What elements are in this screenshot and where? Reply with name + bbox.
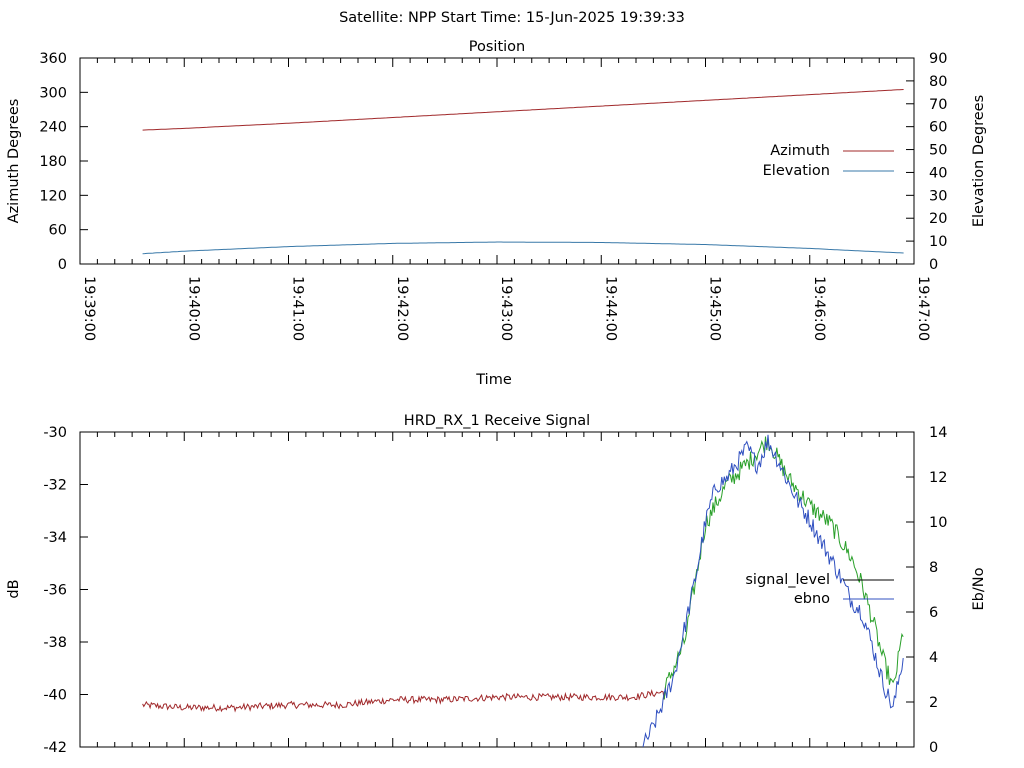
legend-signal-level-label: signal_level: [745, 572, 830, 588]
legend-azimuth-label: Azimuth: [770, 143, 830, 159]
signal-y2tick-label: 12: [929, 470, 947, 486]
position-y2tick-label: 50: [929, 143, 947, 159]
signal-y2tick-label: 10: [929, 515, 947, 531]
position-ytick-label: 360: [39, 51, 67, 67]
position-y2tick-label: 90: [929, 51, 947, 67]
position-ytick-label: 120: [39, 188, 67, 204]
series-elevation-line: [142, 241, 904, 255]
position-y2tick-label: 10: [929, 234, 947, 250]
signal-ytick-label: -38: [43, 635, 67, 651]
position-y2tick-label: 30: [929, 188, 947, 204]
position-y2label: Elevation Degrees: [971, 95, 987, 227]
position-xtick-label: 19:46:00: [811, 276, 827, 341]
series-ebno-line: [642, 434, 904, 748]
position-xtick-label: 19:40:00: [185, 276, 201, 341]
signal-ytick-label: -42: [43, 740, 67, 756]
position-y2tick-label: 20: [929, 211, 947, 227]
legend-ebno-label: ebno: [794, 591, 830, 607]
signal-y2tick-label: 0: [929, 740, 938, 756]
position-title: Position: [469, 39, 525, 55]
position-xlabel: Time: [475, 372, 512, 388]
signal-y2tick-label: 8: [929, 560, 938, 576]
signal-title: HRD_RX_1 Receive Signal: [404, 413, 590, 429]
position-ytick-label: 240: [39, 120, 67, 136]
legend-elevation-label: Elevation: [763, 163, 830, 179]
position-y2tick-label: 60: [929, 120, 947, 136]
position-ylabel: Azimuth Degrees: [6, 99, 22, 224]
signal-y2tick-label: 2: [929, 695, 938, 711]
position-ytick-label: 300: [39, 85, 67, 101]
series-signal-level-active-line: [663, 436, 904, 700]
chart-marks: 060120180240300360010203040506070809019:…: [39, 51, 947, 756]
signal-ytick-label: -36: [43, 583, 67, 599]
signal-ytick-label: -40: [43, 688, 67, 704]
signal-y2tick-label: 6: [929, 605, 938, 621]
position-ytick-label: 0: [58, 257, 67, 273]
position-ytick-label: 60: [49, 223, 67, 239]
signal-ytick-label: -34: [43, 530, 67, 546]
signal-y2tick-label: 14: [929, 425, 947, 441]
position-ytick-label: 180: [39, 154, 67, 170]
signal-ylabel: dB: [6, 579, 22, 598]
header-text: Satellite: NPP Start Time: 15-Jun-2025 1…: [339, 10, 685, 26]
position-y2tick-label: 80: [929, 74, 947, 90]
position-xtick-label: 19:44:00: [602, 276, 618, 341]
position-frame: [79, 57, 915, 265]
signal-y2tick-label: 4: [929, 650, 938, 666]
position-xtick-label: 19:42:00: [394, 276, 410, 341]
position-y2tick-label: 70: [929, 97, 947, 113]
series-azimuth-line: [142, 89, 904, 131]
signal-y2label: Eb/No: [971, 567, 987, 610]
series-signal-level-line: [142, 686, 666, 713]
signal-ytick-label: -32: [43, 478, 67, 494]
position-xtick-label: 19:39:00: [81, 276, 97, 341]
position-xtick-label: 19:41:00: [290, 276, 306, 341]
position-xtick-label: 19:47:00: [915, 276, 931, 341]
position-xtick-label: 19:43:00: [498, 276, 514, 341]
position-y2tick-label: 0: [929, 257, 938, 273]
signal-ytick-label: -30: [43, 425, 67, 441]
position-xtick-label: 19:45:00: [707, 276, 723, 341]
position-y2tick-label: 40: [929, 165, 947, 181]
